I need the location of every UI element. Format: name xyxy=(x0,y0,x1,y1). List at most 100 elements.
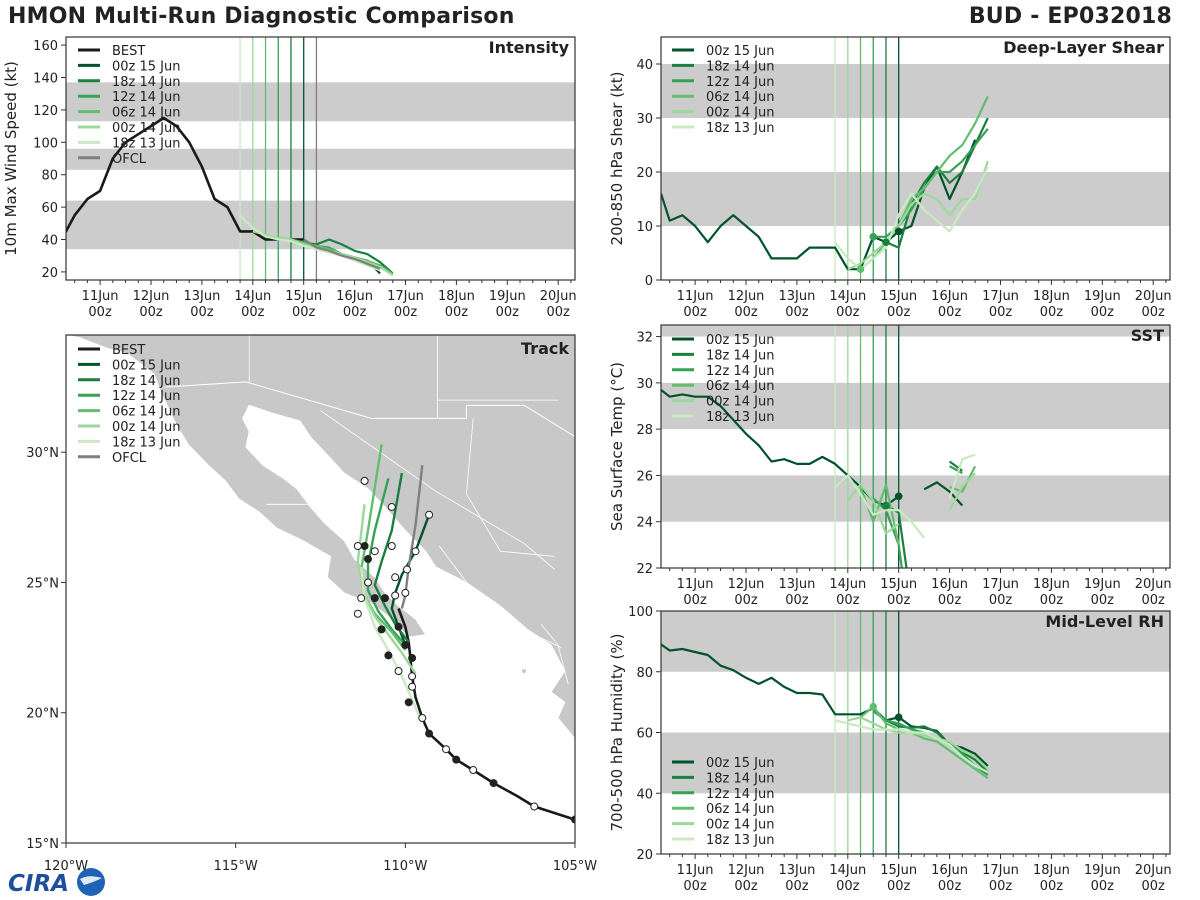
x-tick-label-day: 19Jun xyxy=(1084,289,1121,304)
series-line xyxy=(885,719,989,773)
x-tick-label-day: 14Jun xyxy=(829,863,866,878)
x-tick-label-day: 20Jun xyxy=(1135,863,1172,878)
data-marker xyxy=(869,233,878,241)
x-tick-label-hour: 00z xyxy=(683,593,707,608)
shaded-band xyxy=(661,732,1170,794)
track-point-filled xyxy=(384,651,393,660)
data-marker xyxy=(894,492,903,501)
x-tick-label-hour: 00z xyxy=(989,879,1013,894)
track-point-open xyxy=(442,745,451,754)
track-point-open xyxy=(360,476,369,485)
y-tick-label: 28 xyxy=(636,423,653,438)
track-point-open xyxy=(469,766,478,775)
x-tick-label-day: 19Jun xyxy=(1084,577,1121,592)
y-tick-label: 120 xyxy=(33,104,58,119)
x-tick-label-day: 16Jun xyxy=(931,863,968,878)
x-tick-label-hour: 00z xyxy=(887,305,911,320)
y-axis-label: Sea Surface Temp (°C) xyxy=(608,362,626,531)
y-tick-label: 30°N xyxy=(26,446,59,461)
x-tick-label-hour: 00z xyxy=(1091,879,1115,894)
data-marker xyxy=(882,501,890,510)
x-tick-label-hour: 00z xyxy=(785,879,809,894)
axes-frame xyxy=(660,36,1171,281)
map-area xyxy=(66,335,575,824)
plot-area xyxy=(661,37,1170,280)
x-tick-label-hour: 00z xyxy=(343,305,367,320)
x-tick-label-hour: 00z xyxy=(938,879,962,894)
x-tick-label-hour: 00z xyxy=(734,593,758,608)
x-tick-label-hour: 00z xyxy=(1040,593,1064,608)
x-tick-label-hour: 00z xyxy=(785,593,809,608)
plot-area xyxy=(66,37,575,280)
track-point-open xyxy=(391,573,400,582)
y-tick-label: 60 xyxy=(41,201,58,216)
series-line xyxy=(859,705,989,779)
x-tick-label-hour: 00z xyxy=(734,879,758,894)
x-tick-label-day: 18Jun xyxy=(438,289,475,304)
y-tick-label: 20 xyxy=(636,166,653,181)
x-tick-label-day: 12Jun xyxy=(728,577,765,592)
x-tick-label-hour: 00z xyxy=(496,305,520,320)
legend-label: BEST xyxy=(112,44,145,59)
legend-label: 06z 14 Jun xyxy=(706,802,775,817)
panel-sst: 22242628303211Jun00z12Jun00z13Jun00z14Ju… xyxy=(608,324,1172,608)
panel-rh: 2040608010011Jun00z12Jun00z13Jun00z14Jun… xyxy=(608,605,1172,894)
track-point-open xyxy=(408,672,417,681)
y-tick-label: 30 xyxy=(636,377,653,392)
x-tick-label-hour: 00z xyxy=(1040,305,1064,320)
x-tick-label-hour: 00z xyxy=(1040,879,1064,894)
y-tick-label: 10 xyxy=(636,220,653,235)
legend-label: OFCL xyxy=(112,152,147,167)
x-tick-label-day: 17Jun xyxy=(982,289,1019,304)
series-line xyxy=(949,465,963,475)
y-tick-label: 140 xyxy=(33,72,58,87)
legend-label: BEST xyxy=(112,343,145,358)
x-tick-label-day: 14Jun xyxy=(829,289,866,304)
series-line xyxy=(66,116,304,241)
panel-shear: 01020304011Jun00z12Jun00z13Jun00z14Jun00… xyxy=(608,36,1172,320)
panel-title: Track xyxy=(521,339,569,358)
legend-label: 06z 14 Jun xyxy=(112,405,181,420)
x-tick-label-hour: 00z xyxy=(734,305,758,320)
legend-label: 00z 15 Jun xyxy=(706,333,775,348)
series-line xyxy=(303,238,381,270)
y-tick-label: 20 xyxy=(636,848,653,863)
y-tick-label: 20°N xyxy=(26,707,59,722)
y-tick-label: 24 xyxy=(636,516,653,531)
x-tick-label-day: 16Jun xyxy=(336,289,373,304)
y-tick-label: 30 xyxy=(636,112,653,127)
x-tick-label-hour: 00z xyxy=(547,305,571,320)
y-tick-label: 80 xyxy=(41,169,58,184)
x-tick-label-hour: 00z xyxy=(1142,879,1166,894)
state-border xyxy=(438,545,562,648)
x-tick-label-day: 15Jun xyxy=(285,289,322,304)
track-line xyxy=(366,477,407,646)
legend-label: 18z 13 Jun xyxy=(112,435,181,450)
track-point-filled xyxy=(571,815,575,824)
track-line xyxy=(356,504,417,675)
island xyxy=(522,669,527,674)
legend-label: 18z 14 Jun xyxy=(706,348,775,363)
series-line xyxy=(834,474,926,539)
legend-label: 18z 13 Jun xyxy=(706,410,775,425)
x-tick-label-day: 15Jun xyxy=(880,863,917,878)
y-tick-label: 40 xyxy=(636,58,653,73)
legend-label: 12z 14 Jun xyxy=(706,75,775,90)
x-tick-label-hour: 00z xyxy=(683,879,707,894)
x-tick-label-day: 14Jun xyxy=(234,289,271,304)
x-tick-label-day: 16Jun xyxy=(931,289,968,304)
x-tick-label: 105°W xyxy=(553,859,597,874)
legend-label: 00z 14 Jun xyxy=(112,420,181,435)
x-tick-label-hour: 00z xyxy=(292,305,316,320)
y-axis-label: 200-850 hPa Shear (kt) xyxy=(608,72,626,246)
y-tick-label: 26 xyxy=(636,469,653,484)
x-tick-label-hour: 00z xyxy=(989,593,1013,608)
x-tick-label-day: 13Jun xyxy=(183,289,220,304)
x-tick-label-day: 13Jun xyxy=(778,289,815,304)
panel-title: Deep-Layer Shear xyxy=(1003,38,1164,57)
data-marker xyxy=(894,713,903,722)
track-point-open xyxy=(387,502,396,511)
shaded-band xyxy=(66,82,575,122)
